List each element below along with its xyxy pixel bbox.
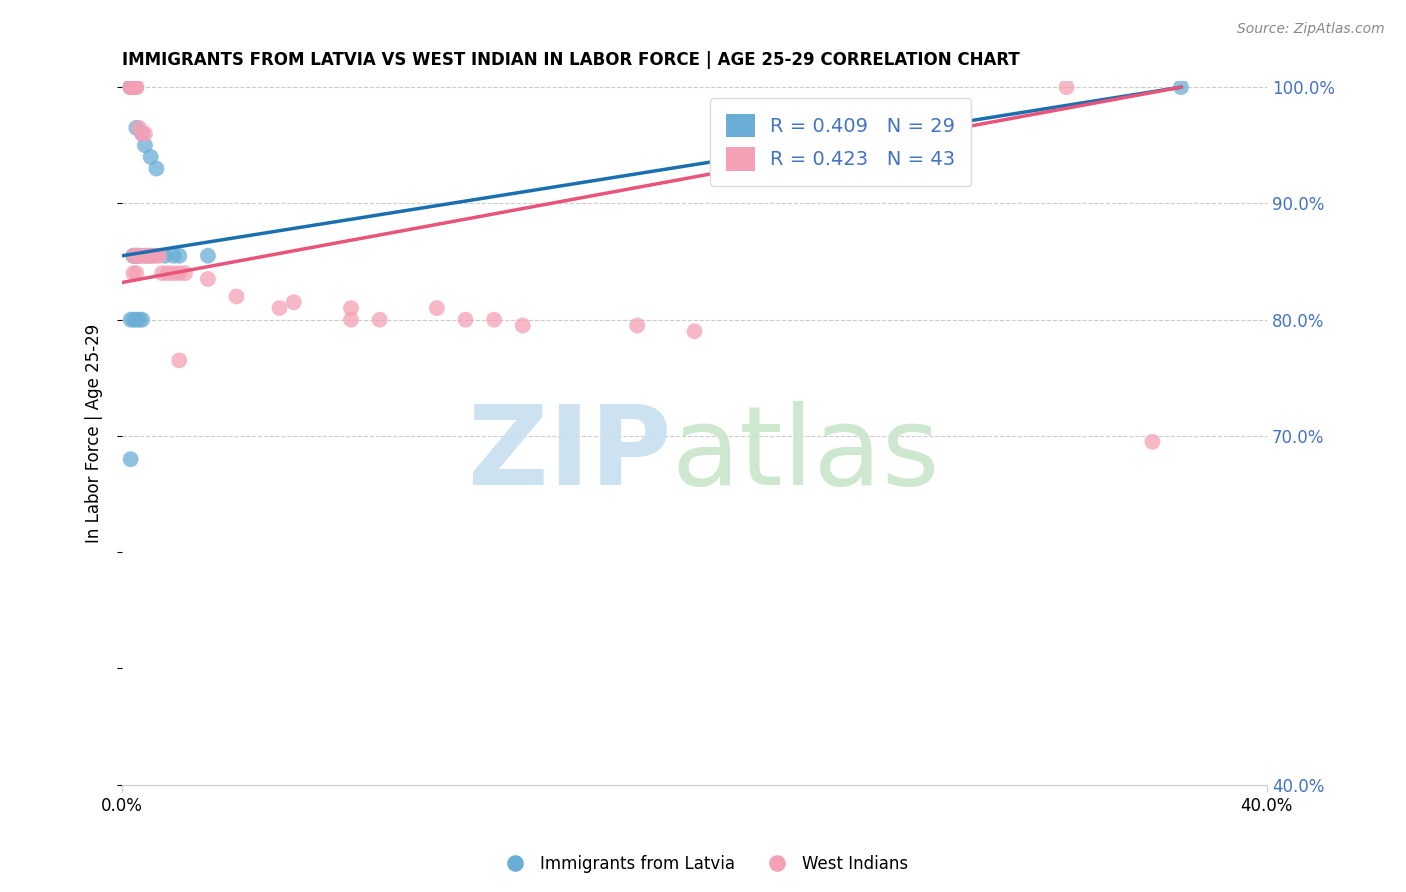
Point (125, 312, 148, 326)
Point (134, 249, 156, 263)
Point (626, 318, 648, 333)
Point (1142, 434, 1164, 449)
Point (125, 120, 148, 135)
Point (122, 80, 145, 95)
Point (225, 289, 247, 303)
Point (128, 120, 150, 135)
Point (134, 138, 156, 153)
Point (139, 249, 162, 263)
Point (1170, 80, 1192, 95)
Point (120, 80, 142, 95)
Point (512, 318, 534, 333)
Legend: Immigrants from Latvia, West Indians: Immigrants from Latvia, West Indians (492, 848, 914, 880)
Point (174, 266, 197, 280)
Point (683, 324, 706, 338)
Legend: R = 0.409   N = 29, R = 0.423   N = 43: R = 0.409 N = 29, R = 0.423 N = 43 (710, 98, 972, 186)
Point (162, 266, 184, 280)
Point (169, 266, 191, 280)
Point (125, 80, 148, 95)
Point (156, 266, 179, 280)
Point (131, 127, 153, 141)
Point (368, 312, 391, 326)
Point (454, 312, 477, 326)
Point (122, 312, 145, 326)
Point (131, 127, 153, 141)
Point (128, 249, 150, 263)
Point (169, 249, 191, 263)
Point (136, 249, 159, 263)
Point (128, 249, 150, 263)
Text: IMMIGRANTS FROM LATVIA VS WEST INDIAN IN LABOR FORCE | AGE 25-29 CORRELATION CHA: IMMIGRANTS FROM LATVIA VS WEST INDIAN IN… (122, 51, 1019, 69)
Point (340, 301, 363, 315)
Text: atlas: atlas (672, 401, 941, 508)
Point (269, 301, 291, 315)
Text: Source: ZipAtlas.com: Source: ZipAtlas.com (1237, 22, 1385, 37)
Point (122, 80, 145, 95)
Point (139, 249, 162, 263)
Point (169, 353, 191, 368)
Point (125, 249, 148, 263)
Point (122, 249, 145, 263)
Point (120, 80, 142, 95)
Point (125, 80, 148, 95)
Point (197, 249, 219, 263)
Point (142, 249, 165, 263)
Y-axis label: In Labor Force | Age 25-29: In Labor Force | Age 25-29 (86, 324, 103, 542)
Point (125, 266, 148, 280)
Point (120, 452, 142, 467)
Point (120, 312, 142, 326)
Point (145, 161, 167, 176)
Point (134, 127, 156, 141)
Point (283, 295, 305, 310)
Point (197, 272, 219, 286)
Point (1056, 80, 1078, 95)
Point (122, 249, 145, 263)
Point (122, 249, 145, 263)
Point (145, 249, 167, 263)
Point (120, 80, 142, 95)
Point (122, 266, 145, 280)
Point (122, 80, 145, 95)
Point (134, 249, 156, 263)
Point (482, 312, 505, 326)
Point (120, 80, 142, 95)
Point (131, 249, 153, 263)
Point (153, 249, 176, 263)
Point (150, 266, 173, 280)
Point (139, 150, 162, 164)
Point (131, 312, 153, 326)
Point (162, 249, 184, 263)
Point (125, 249, 148, 263)
Point (340, 312, 363, 326)
Point (426, 301, 449, 315)
Point (125, 249, 148, 263)
Point (128, 312, 150, 326)
Point (148, 249, 170, 263)
Point (120, 80, 142, 95)
Text: ZIP: ZIP (468, 401, 672, 508)
